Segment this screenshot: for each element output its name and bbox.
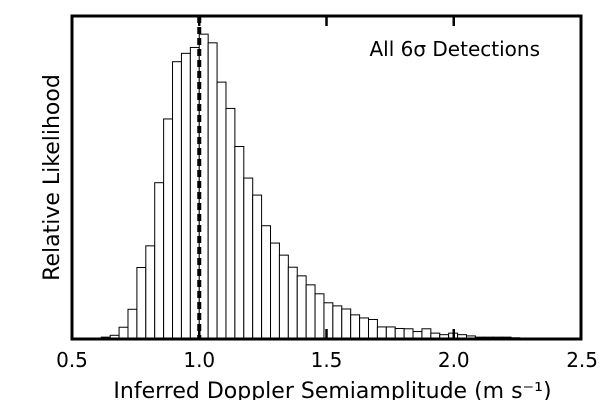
annotation-label: All 6σ Detections xyxy=(370,37,541,61)
histogram-bar xyxy=(136,267,147,340)
histogram-bar xyxy=(350,314,361,340)
histogram-bars xyxy=(100,33,548,340)
histogram-bar xyxy=(243,177,254,340)
histogram-bar xyxy=(305,284,316,340)
x-tick-label: 2.0 xyxy=(438,348,470,372)
histogram-bar xyxy=(421,328,432,340)
x-tick-label: 1.0 xyxy=(183,348,215,372)
y-axis-title: Relative Likelihood xyxy=(40,74,65,281)
histogram-bar xyxy=(367,319,378,340)
histogram-bar xyxy=(403,328,414,340)
histogram-bar xyxy=(314,293,325,340)
x-tick-label: 2.5 xyxy=(566,348,598,372)
histogram-bar xyxy=(287,266,298,340)
x-tick-label: 0.5 xyxy=(56,348,88,372)
histogram-bar xyxy=(394,327,405,340)
histogram-bar xyxy=(180,52,191,340)
histogram-bar xyxy=(145,245,156,340)
x-axis-title: Inferred Doppler Semiamplitude (m s⁻¹) xyxy=(113,379,551,400)
histogram-bar xyxy=(296,275,307,340)
histogram-bar xyxy=(127,308,138,340)
histogram-bar xyxy=(385,326,396,340)
histogram-bar xyxy=(252,194,263,340)
histogram-bar xyxy=(359,317,369,340)
histogram-bar xyxy=(261,225,272,340)
histogram-bar xyxy=(207,42,218,340)
histogram-bar xyxy=(163,118,174,340)
histogram-bar xyxy=(332,305,343,340)
histogram-bar xyxy=(234,146,245,340)
histogram-bar xyxy=(225,107,236,340)
histogram-bar xyxy=(278,254,289,340)
histogram-bar xyxy=(118,326,129,340)
histogram-bar xyxy=(154,182,165,340)
histogram-bar xyxy=(341,308,352,340)
x-axis-ticks: 0.5 1.0 1.5 2.0 2.5 xyxy=(56,16,598,372)
x-tick-label: 1.5 xyxy=(311,348,343,372)
histogram-bar xyxy=(172,61,182,340)
histogram-bar xyxy=(216,81,227,340)
histogram-bar xyxy=(270,242,280,340)
histogram-bar xyxy=(376,326,387,340)
